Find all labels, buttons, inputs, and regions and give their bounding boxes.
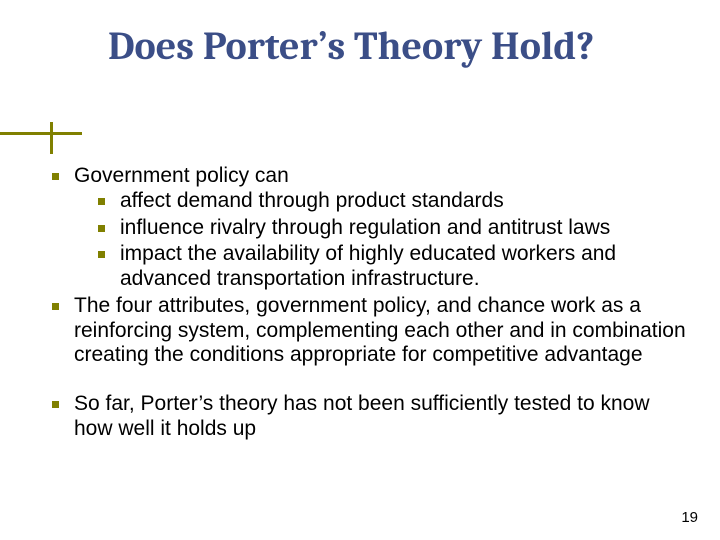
- list-item: Government policy can affect demand thro…: [46, 164, 686, 292]
- bullet-text: So far, Porter’s theory has not been suf…: [74, 392, 650, 440]
- accent-line-vertical: [50, 122, 53, 154]
- bullet-text: Government policy can: [74, 164, 289, 187]
- slide: Does Porter’s Theory Hold? Government po…: [0, 0, 720, 540]
- list-item: influence rivalry through regulation and…: [74, 216, 686, 241]
- bullet-text: influence rivalry through regulation and…: [120, 216, 610, 239]
- list-item: The four attributes, government policy, …: [46, 294, 686, 368]
- bullet-list-level-1: affect demand through product standards …: [74, 189, 686, 292]
- spacer: [46, 370, 686, 392]
- list-item: impact the availability of highly educat…: [74, 242, 686, 292]
- title-region: Does Porter’s Theory Hold?: [108, 24, 668, 68]
- bullet-text: impact the availability of highly educat…: [120, 242, 616, 290]
- slide-title: Does Porter’s Theory Hold?: [108, 24, 668, 68]
- bullet-list-level-0: So far, Porter’s theory has not been suf…: [46, 392, 686, 442]
- bullet-list-level-0: Government policy can affect demand thro…: [46, 164, 686, 368]
- accent-line-horizontal: [0, 132, 82, 135]
- bullet-text: The four attributes, government policy, …: [74, 294, 686, 367]
- page-number: 19: [681, 509, 698, 526]
- bullet-text: affect demand through product standards: [120, 189, 504, 212]
- body-region: Government policy can affect demand thro…: [46, 164, 686, 444]
- list-item: So far, Porter’s theory has not been suf…: [46, 392, 686, 442]
- list-item: affect demand through product standards: [74, 189, 686, 214]
